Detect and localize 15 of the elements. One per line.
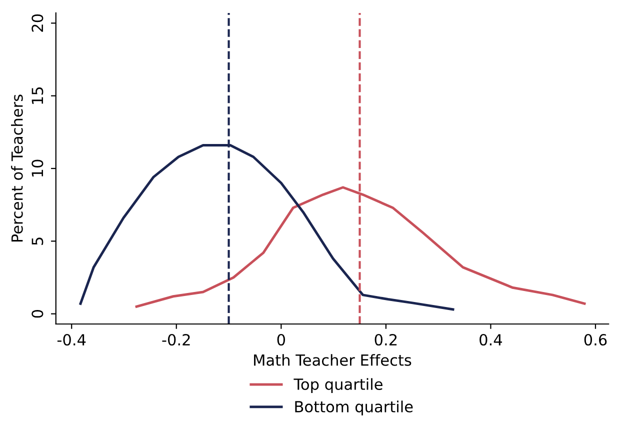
y-axis-title: Percent of Teachers xyxy=(11,94,23,242)
x-tick-label: 0 xyxy=(277,334,286,346)
x-tick-label: 0.2 xyxy=(374,334,397,346)
y-tick-label: 15 xyxy=(32,87,44,104)
y-tick-label: 10 xyxy=(32,160,44,177)
legend-label: Bottom quartile xyxy=(295,400,413,416)
legend-label: Top quartile xyxy=(294,378,382,393)
x-tick-label: 0.4 xyxy=(480,334,502,346)
y-tick-label: 0 xyxy=(32,310,44,318)
x-tick-label: -0.4 xyxy=(57,334,86,346)
y-tick-label: 5 xyxy=(32,238,44,245)
y-tick-label: 20 xyxy=(32,14,44,32)
x-tick-label: 0.6 xyxy=(584,334,607,346)
x-tick-label: -0.2 xyxy=(162,334,190,346)
x-axis-title: Math Teacher Effects xyxy=(254,354,412,366)
